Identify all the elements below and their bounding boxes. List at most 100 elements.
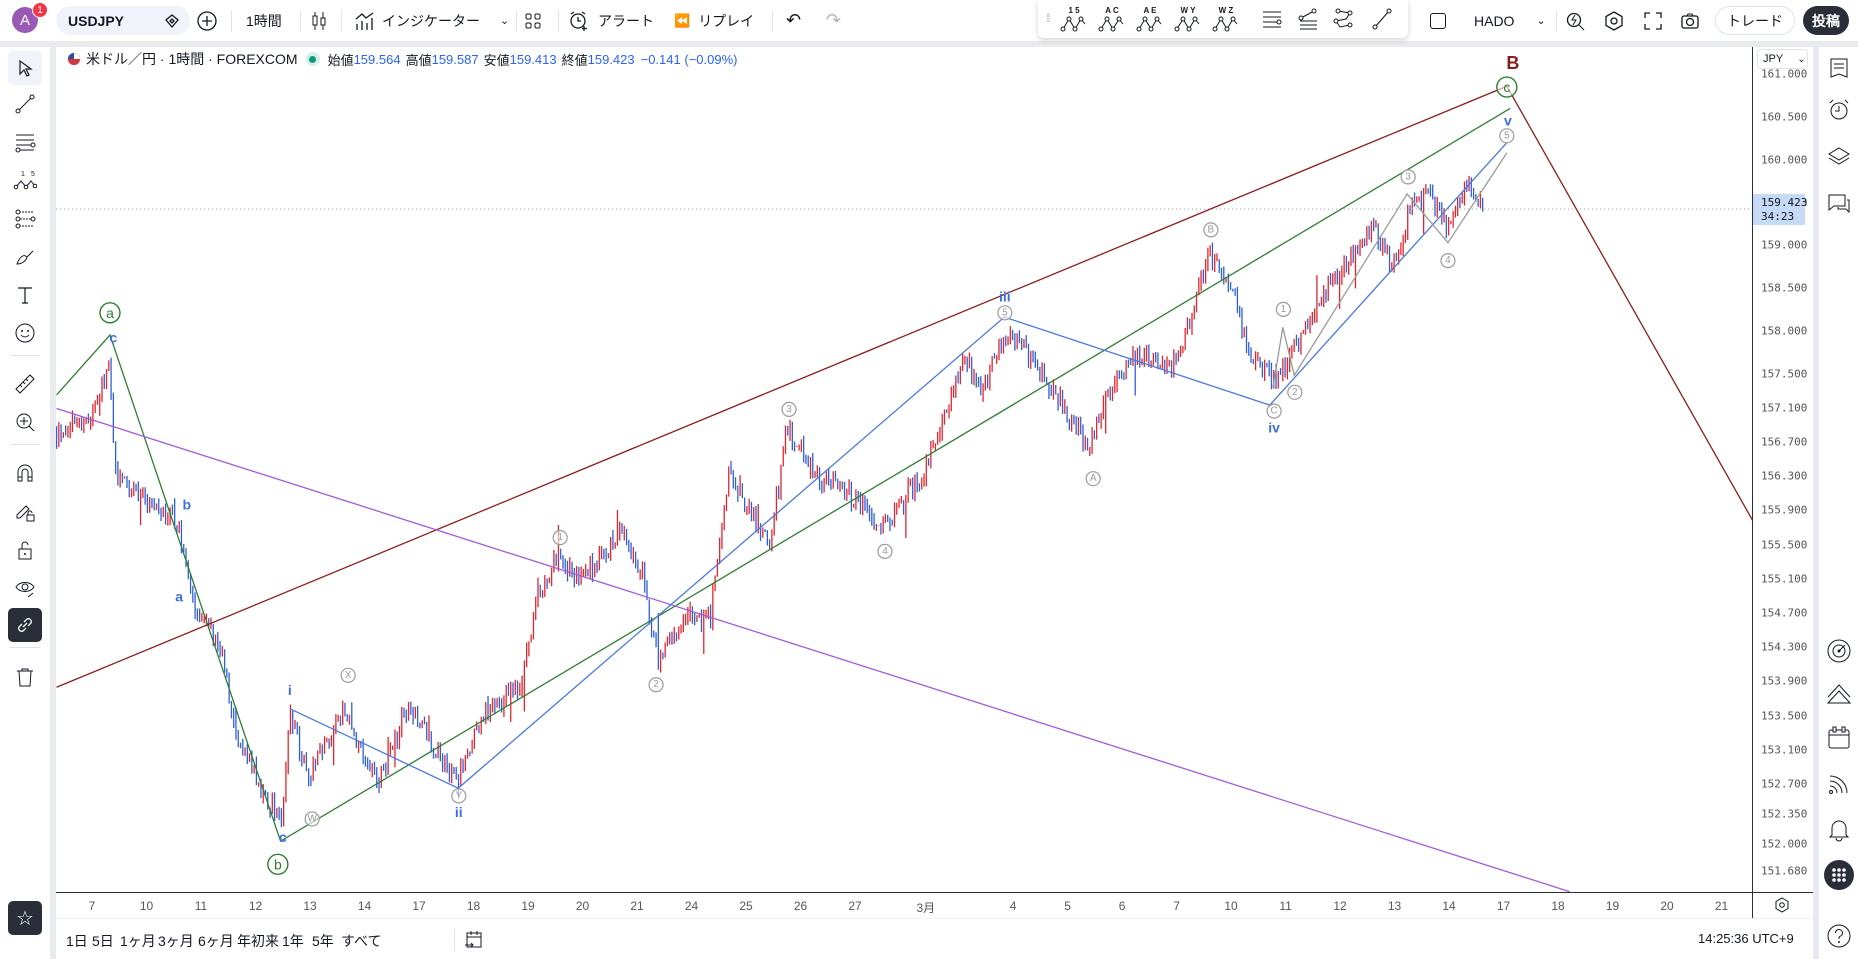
emoji-tool[interactable]: [8, 316, 42, 350]
wave-label[interactable]: a: [175, 589, 183, 605]
range-button[interactable]: 6ヶ月: [198, 933, 234, 949]
wave-drawings[interactable]: [56, 85, 1752, 892]
wave-label[interactable]: C: [1266, 403, 1282, 419]
notifications-button[interactable]: [1824, 815, 1854, 845]
redo-button[interactable]: ↷: [826, 0, 841, 41]
text-tool[interactable]: [8, 278, 42, 312]
layouts-grid-button[interactable]: [524, 0, 542, 41]
wave-label[interactable]: X: [340, 667, 356, 683]
wave-label[interactable]: 3: [781, 401, 797, 418]
zoom-in-tool[interactable]: [8, 405, 42, 439]
fullscreen-button[interactable]: [1643, 0, 1663, 41]
replay-button[interactable]: ⏪ リプレイ: [674, 0, 754, 41]
wave-label[interactable]: 1: [1275, 301, 1291, 317]
cursor-tool[interactable]: [8, 51, 42, 85]
wave-label[interactable]: v: [1504, 112, 1512, 128]
watchlist-favorites-button[interactable]: ☆: [8, 901, 42, 935]
wave-label[interactable]: iv: [1268, 419, 1280, 435]
wave-template-icon[interactable]: A E: [1136, 4, 1164, 34]
lock-all-tool[interactable]: [8, 533, 42, 567]
measure-tool[interactable]: [8, 367, 42, 401]
purple-trendline[interactable]: [56, 407, 1570, 892]
compare-diamond-icon[interactable]: [164, 13, 180, 29]
wave-label[interactable]: i: [288, 682, 292, 698]
wave-label[interactable]: 5: [1499, 128, 1515, 144]
wave-label[interactable]: a: [99, 302, 121, 324]
range-button[interactable]: すべて: [341, 933, 382, 949]
wave-label[interactable]: ii: [455, 804, 463, 820]
forecast-tool[interactable]: [8, 202, 42, 236]
wave-label[interactable]: 2: [1287, 384, 1303, 400]
wave-label[interactable]: 5: [997, 305, 1013, 321]
layout-toggle-button[interactable]: [1430, 0, 1446, 41]
alerts-panel-button[interactable]: [1824, 95, 1854, 125]
layout-name-button[interactable]: HADO ⌄: [1474, 0, 1546, 41]
range-button[interactable]: 年初来: [237, 933, 279, 949]
add-symbol-button[interactable]: [196, 0, 218, 41]
wave-label[interactable]: c: [1496, 76, 1518, 98]
gray-subwave-line[interactable]: [1272, 152, 1508, 388]
drag-handle-icon[interactable]: ⁞⁞: [1046, 11, 1050, 25]
clock-timezone[interactable]: 14:25:36 UTC+9: [1698, 931, 1794, 946]
pattern-icon[interactable]: [1332, 7, 1356, 31]
wave-label[interactable]: 4: [877, 543, 893, 559]
green-wave-line[interactable]: [56, 107, 1511, 843]
trade-button[interactable]: トレード: [1715, 6, 1795, 35]
currency-selector[interactable]: JPY ⌄: [1757, 49, 1808, 69]
ideas-button[interactable]: [1824, 679, 1854, 709]
hide-drawings-tool[interactable]: [8, 571, 42, 605]
hotlists-button[interactable]: [1824, 636, 1854, 666]
range-button[interactable]: 5年: [312, 933, 334, 949]
symbol-search[interactable]: USDJPY: [56, 6, 190, 35]
price-axis[interactable]: 161.000160.500160.000159.500159.000158.5…: [1752, 47, 1813, 892]
wave-label[interactable]: 2: [648, 677, 664, 693]
range-button[interactable]: 1日: [66, 933, 88, 949]
chart-type-button[interactable]: [310, 0, 328, 41]
undo-button[interactable]: ↶: [786, 0, 801, 41]
wave-label[interactable]: W: [304, 811, 320, 827]
indicators-button[interactable]: インジケーター ⌄: [354, 0, 509, 41]
wave-template-icon[interactable]: W Z: [1212, 4, 1240, 34]
go-to-date-icon[interactable]: [464, 929, 484, 951]
screenshot-button[interactable]: [1680, 0, 1700, 41]
horizontal-lines-tool[interactable]: [8, 125, 42, 159]
wave-label[interactable]: c: [109, 330, 117, 346]
legend-title[interactable]: 米ドル／円 · 1時間 · FOREXCOM: [86, 51, 298, 67]
lock-drawings-tool[interactable]: [8, 495, 42, 529]
wave-label[interactable]: B: [1506, 53, 1519, 73]
watchlist-button[interactable]: [1824, 53, 1854, 83]
brush-tool[interactable]: [8, 240, 42, 274]
blue-wave-line[interactable]: [289, 142, 1508, 789]
fib-retracement-icon[interactable]: [1296, 7, 1320, 31]
interval-button[interactable]: 1時間: [246, 12, 282, 29]
axis-settings-button[interactable]: [1752, 892, 1813, 918]
sync-drawings-tool[interactable]: [8, 608, 42, 642]
wave-label[interactable]: b: [267, 853, 289, 875]
wave-label[interactable]: 4: [1440, 253, 1456, 269]
wave-label[interactable]: 1: [552, 530, 568, 546]
wave-template-icon[interactable]: A C: [1098, 4, 1126, 34]
alert-button[interactable]: アラート: [568, 0, 654, 41]
range-button[interactable]: 3ヶ月: [158, 933, 194, 949]
range-button[interactable]: 5日: [92, 933, 114, 949]
time-axis[interactable]: 7 10 11 12 13 14 17 18 19 20 21 24 25 26 27 3月 4 5 6 7 10 11 1…: [56, 892, 1813, 918]
chats-button[interactable]: [1824, 189, 1854, 219]
products-menu-button[interactable]: [1824, 860, 1854, 890]
range-button[interactable]: 1年: [282, 933, 304, 949]
trend-line-tool[interactable]: [8, 87, 42, 121]
calendar-button[interactable]: [1824, 723, 1854, 753]
object-tree-button[interactable]: [1824, 141, 1854, 171]
wave-label[interactable]: B: [1203, 222, 1219, 238]
wave-label[interactable]: iii: [999, 289, 1011, 305]
wave-label[interactable]: c: [279, 829, 287, 845]
help-button[interactable]: [1824, 921, 1854, 951]
magnet-tool[interactable]: [8, 456, 42, 490]
wave-label[interactable]: Y: [451, 788, 467, 804]
settings-button[interactable]: [1604, 0, 1624, 41]
remove-drawings-tool[interactable]: [8, 660, 42, 694]
parallel-lines-icon[interactable]: [1260, 7, 1284, 31]
wave-template-icon[interactable]: W Y: [1174, 4, 1202, 34]
